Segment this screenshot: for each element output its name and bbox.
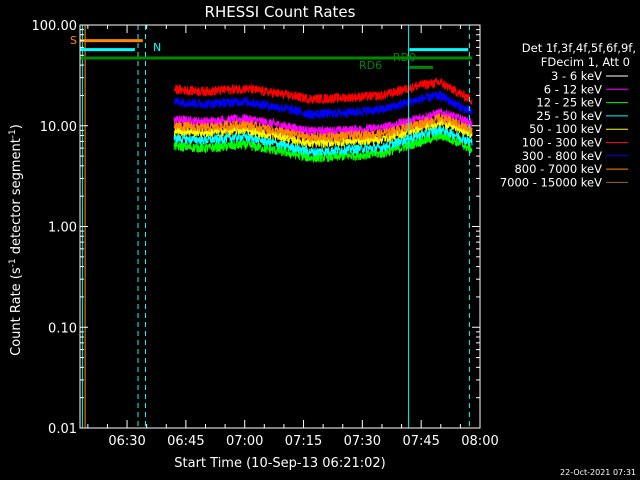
legend-header-line: Det 1f,3f,4f,5f,6f,9f, — [522, 41, 636, 55]
legend-entry-label: 100 - 300 keV — [522, 136, 602, 150]
legend-entry-label: 800 - 7000 keV — [514, 162, 602, 176]
trace-line — [173, 90, 473, 121]
x-tick-label: 07:45 — [402, 434, 439, 449]
trace-line — [173, 131, 473, 163]
trace-line — [173, 76, 473, 106]
x-tick-label: 08:00 — [461, 434, 498, 449]
legend-entry-label: 3 - 6 keV — [551, 69, 602, 83]
attenuator-bars — [80, 39, 473, 69]
footer-date: 22-Oct-2021 07:31 — [560, 468, 636, 477]
y-tick-label: 10.00 — [40, 120, 77, 135]
legend-entry-label: 300 - 800 keV — [522, 149, 602, 163]
y-tick-label: 1.00 — [48, 221, 77, 236]
y-axis-label-mid: detector segment — [9, 138, 24, 258]
y-tick-label: 0.10 — [48, 321, 77, 336]
data-traces — [173, 76, 473, 180]
y-axis-label-end: ) — [9, 124, 24, 129]
label-rd0: RD0 — [393, 51, 416, 64]
legend-entry-label: 12 - 25 keV — [536, 96, 602, 110]
legend-entry-label: 50 - 100 keV — [529, 122, 602, 136]
y-axis-label: Count Rate (s-1 detector segment-1) — [8, 124, 24, 356]
x-tick-label: 07:30 — [344, 434, 381, 449]
trace-line — [173, 139, 473, 180]
y-tick-label: 100.00 — [32, 19, 78, 34]
label-s: S — [70, 34, 77, 47]
legend-entry-label: 6 - 12 keV — [544, 82, 602, 96]
annotation-labels: S N RD6 RD0 — [70, 34, 416, 72]
label-rd6: RD6 — [359, 59, 382, 72]
y-axis: 0.01 0.10 1.00 10.00 100.00 — [32, 19, 480, 437]
legend-header-line: FDecim 1, Att 0 — [541, 55, 630, 69]
x-tick-label: 07:00 — [226, 434, 263, 449]
y-axis-label-sup1: -1 — [8, 258, 18, 267]
y-axis-label-sup2: -1 — [8, 129, 18, 138]
y-tick-label: 0.01 — [48, 422, 77, 437]
y-axis-label-main: Count Rate (s — [9, 267, 24, 356]
x-axis-label: Start Time (10-Sep-13 06:21:02) — [174, 456, 385, 471]
legend-entry-label: 7000 - 15000 keV — [500, 175, 602, 189]
chart-title: RHESSI Count Rates — [205, 3, 356, 21]
legend: Det 1f,3f,4f,5f,6f,9f,FDecim 1, Att 03 -… — [500, 41, 636, 189]
x-tick-label: 06:45 — [167, 434, 204, 449]
x-tick-label: 06:30 — [108, 434, 145, 449]
legend-entry-label: 25 - 50 keV — [536, 109, 602, 123]
x-tick-label: 07:15 — [285, 434, 322, 449]
label-n: N — [153, 41, 161, 54]
trace-line — [173, 125, 473, 157]
trace-line — [173, 112, 473, 143]
x-axis: 06:30 06:45 07:00 07:15 07:30 07:45 08:00 — [87, 25, 499, 449]
